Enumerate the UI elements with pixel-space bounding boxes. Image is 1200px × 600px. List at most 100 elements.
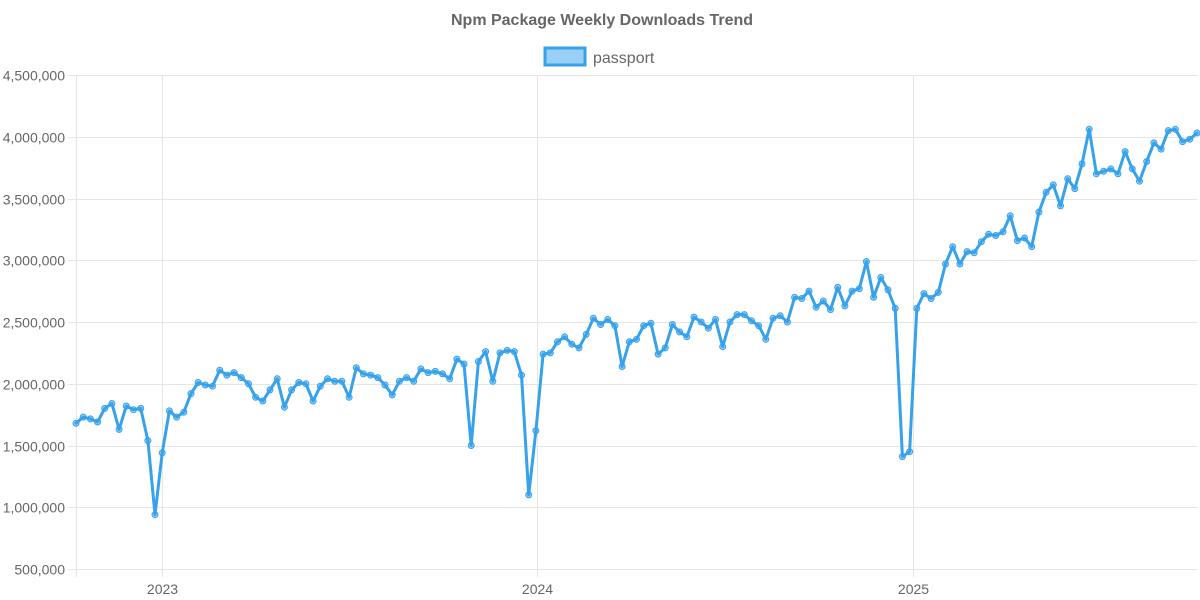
data-point[interactable]	[245, 380, 252, 388]
data-point[interactable]	[273, 375, 281, 383]
data-point[interactable]	[525, 491, 533, 499]
data-point[interactable]	[309, 397, 317, 405]
data-point[interactable]	[1006, 212, 1014, 220]
data-point[interactable]	[216, 366, 224, 374]
data-point[interactable]	[942, 260, 949, 268]
data-point[interactable]	[1136, 177, 1143, 185]
data-point[interactable]	[1128, 165, 1136, 173]
data-point[interactable]	[359, 370, 367, 378]
data-point[interactable]	[1114, 170, 1122, 178]
data-point[interactable]	[72, 419, 80, 427]
data-point[interactable]	[518, 371, 525, 379]
data-point[interactable]	[985, 230, 993, 238]
data-point[interactable]	[1164, 127, 1172, 135]
data-point[interactable]	[877, 274, 885, 281]
data-point[interactable]	[539, 350, 547, 358]
data-point[interactable]	[970, 249, 978, 257]
data-point[interactable]	[819, 297, 827, 305]
data-point[interactable]	[855, 285, 863, 293]
data-point[interactable]	[640, 322, 648, 330]
data-point[interactable]	[891, 304, 899, 312]
data-point[interactable]	[712, 316, 719, 323]
data-point[interactable]	[410, 377, 418, 385]
data-point[interactable]	[446, 375, 454, 383]
data-point[interactable]	[230, 369, 238, 377]
data-point[interactable]	[697, 318, 705, 326]
data-point[interactable]	[862, 258, 870, 265]
data-point[interactable]	[568, 340, 576, 348]
data-point[interactable]	[489, 377, 497, 385]
data-point[interactable]	[158, 449, 166, 457]
data-point[interactable]	[1028, 243, 1036, 251]
data-point[interactable]	[1107, 165, 1115, 173]
data-point[interactable]	[209, 382, 216, 390]
data-point[interactable]	[510, 348, 518, 356]
data-point[interactable]	[395, 377, 403, 385]
data-point[interactable]	[1013, 237, 1021, 244]
data-point[interactable]	[661, 344, 669, 352]
data-point[interactable]	[86, 415, 94, 423]
data-point[interactable]	[237, 374, 245, 382]
data-point[interactable]	[575, 344, 583, 352]
data-point[interactable]	[827, 306, 834, 314]
data-point[interactable]	[367, 371, 375, 379]
data-point[interactable]	[1100, 167, 1108, 175]
data-point[interactable]	[755, 322, 763, 330]
data-point[interactable]	[1193, 129, 1200, 137]
data-point[interactable]	[848, 287, 856, 295]
data-point[interactable]	[417, 365, 425, 373]
data-point[interactable]	[791, 293, 799, 301]
data-point[interactable]	[280, 403, 288, 411]
data-point[interactable]	[338, 377, 346, 385]
data-point[interactable]	[122, 402, 130, 410]
data-point[interactable]	[554, 338, 561, 346]
data-point[interactable]	[295, 379, 303, 386]
data-point[interactable]	[151, 511, 159, 519]
data-point[interactable]	[1021, 234, 1028, 242]
data-point[interactable]	[870, 293, 878, 301]
data-point[interactable]	[173, 413, 181, 421]
data-point[interactable]	[1057, 202, 1064, 210]
data-point[interactable]	[194, 379, 202, 386]
data-point[interactable]	[187, 390, 195, 398]
data-point[interactable]	[963, 248, 971, 256]
data-point[interactable]	[618, 363, 626, 370]
data-point[interactable]	[1042, 188, 1050, 196]
data-point[interactable]	[812, 303, 820, 311]
data-point[interactable]	[884, 286, 892, 294]
data-point[interactable]	[589, 314, 597, 322]
data-point[interactable]	[776, 312, 784, 320]
data-point[interactable]	[762, 335, 770, 343]
data-point[interactable]	[374, 374, 382, 382]
data-point[interactable]	[582, 330, 590, 338]
data-point[interactable]	[324, 375, 331, 383]
data-point[interactable]	[288, 386, 296, 394]
data-point[interactable]	[345, 393, 353, 401]
data-point[interactable]	[740, 311, 748, 319]
data-point[interactable]	[130, 406, 137, 414]
data-point[interactable]	[1049, 181, 1057, 189]
data-point[interactable]	[841, 302, 849, 310]
data-point[interactable]	[597, 321, 605, 328]
data-point[interactable]	[388, 391, 396, 399]
data-point[interactable]	[611, 322, 619, 330]
data-point[interactable]	[108, 400, 116, 407]
data-point[interactable]	[1071, 185, 1079, 193]
data-point[interactable]	[726, 318, 734, 326]
data-point[interactable]	[1150, 139, 1158, 147]
data-point[interactable]	[1171, 125, 1179, 133]
data-point[interactable]	[898, 453, 906, 461]
data-point[interactable]	[431, 367, 439, 375]
data-point[interactable]	[647, 319, 655, 327]
data-point[interactable]	[913, 304, 921, 312]
data-point[interactable]	[633, 335, 640, 343]
data-point[interactable]	[403, 374, 411, 382]
data-point[interactable]	[683, 333, 691, 341]
data-point[interactable]	[165, 407, 173, 415]
data-point[interactable]	[259, 397, 267, 405]
data-point[interactable]	[956, 260, 964, 268]
data-point[interactable]	[798, 295, 806, 302]
data-point[interactable]	[223, 371, 231, 379]
data-point[interactable]	[769, 314, 777, 322]
data-point[interactable]	[482, 348, 490, 356]
